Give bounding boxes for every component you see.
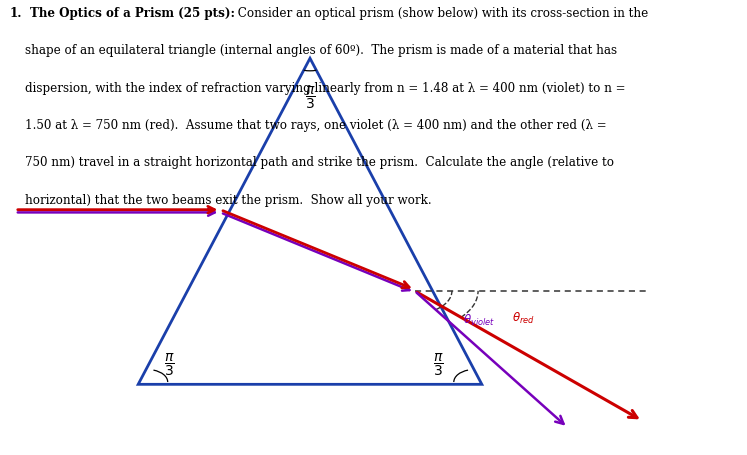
- Text: 1.50 at λ = 750 nm (red).  Assume that two rays, one violet (λ = 400 nm) and the: 1.50 at λ = 750 nm (red). Assume that tw…: [10, 119, 607, 132]
- Text: $\dfrac{\pi}{3}$: $\dfrac{\pi}{3}$: [305, 84, 315, 111]
- Text: $\dfrac{\pi}{3}$: $\dfrac{\pi}{3}$: [433, 351, 444, 378]
- Text: $\theta_{red}$: $\theta_{red}$: [512, 310, 535, 325]
- Text: 1.: 1.: [10, 7, 22, 20]
- Text: $\dfrac{\pi}{3}$: $\dfrac{\pi}{3}$: [164, 351, 175, 378]
- Text: shape of an equilateral triangle (internal angles of 60º).  The prism is made of: shape of an equilateral triangle (intern…: [10, 44, 617, 57]
- Text: dispersion, with the index of refraction varying linearly from n = 1.48 at λ = 4: dispersion, with the index of refraction…: [10, 81, 625, 95]
- Text: horizontal) that the two beams exit the prism.  Show all your work.: horizontal) that the two beams exit the …: [10, 193, 431, 207]
- Text: Consider an optical prism (show below) with its cross-section in the: Consider an optical prism (show below) w…: [234, 7, 648, 20]
- Text: The Optics of a Prism (25 pts):: The Optics of a Prism (25 pts):: [30, 7, 235, 20]
- Text: 750 nm) travel in a straight horizontal path and strike the prism.  Calculate th: 750 nm) travel in a straight horizontal …: [10, 156, 614, 169]
- Text: $\theta_{violet}$: $\theta_{violet}$: [463, 312, 495, 327]
